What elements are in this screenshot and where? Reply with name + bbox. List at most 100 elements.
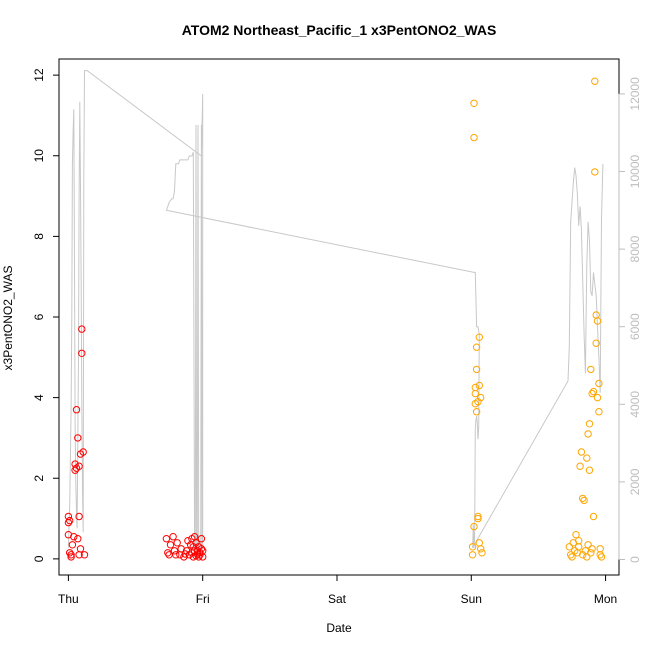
x-tick-label: Thu: [58, 592, 79, 606]
data-point: [572, 531, 580, 539]
y2-tick-label: 4000: [628, 391, 642, 418]
y2-tick-label: 0: [628, 556, 642, 563]
data-point: [593, 317, 602, 325]
data-point: [589, 512, 598, 521]
data-point: [475, 539, 483, 547]
chart-title: ATOM2 Northeast_Pacific_1 x3PentONO2_WAS: [182, 22, 497, 38]
data-point: [173, 539, 181, 547]
data-point: [593, 393, 602, 402]
data-point: [477, 393, 485, 402]
data-point: [195, 553, 203, 561]
x-axis-label: Date: [326, 621, 352, 635]
data-point: [164, 549, 172, 557]
data-point: [475, 333, 483, 341]
data-point: [472, 343, 481, 351]
data-point: [583, 454, 591, 462]
y2-tick-label: 8000: [628, 235, 642, 262]
data-point: [67, 551, 75, 559]
data-point: [585, 466, 594, 474]
data-point: [78, 325, 86, 333]
data-point: [470, 133, 478, 142]
data-point: [592, 339, 600, 347]
data-point: [592, 311, 600, 319]
data-point: [172, 551, 180, 559]
data-point: [595, 408, 603, 416]
x-tick-label: Sun: [461, 592, 482, 606]
plot-frame: [58, 58, 620, 576]
y-tick-label: 6: [32, 313, 46, 320]
data-point: [66, 549, 74, 557]
data-point: [71, 460, 79, 468]
data-point: [595, 379, 603, 388]
data-point: [170, 547, 179, 555]
data-point: [166, 541, 175, 549]
data-point: [471, 383, 479, 392]
y-axis-label: x3PentONO2_WAS: [1, 266, 15, 371]
data-point: [67, 553, 75, 561]
data-point: [70, 533, 78, 541]
data-point: [584, 430, 592, 438]
data-point: [76, 545, 85, 553]
data-point: [583, 553, 591, 561]
data-point: [588, 389, 596, 398]
data-point: [72, 406, 81, 414]
y-tick-label: 0: [32, 555, 46, 562]
data-point: [472, 408, 481, 416]
data-point: [162, 535, 171, 543]
data-point: [584, 541, 592, 549]
data-point: [576, 462, 584, 470]
data-point: [472, 365, 481, 374]
x-tick-label: Sat: [328, 592, 347, 606]
data-point: [585, 420, 594, 428]
axes-layer: Thu Fri Sat Sun Mon 0 2 4 6 8 10 12 0 2000 4000 6000 800…: [32, 68, 642, 606]
data-point: [68, 541, 77, 549]
data-point: [80, 551, 89, 559]
data-point: [66, 516, 74, 525]
data-point: [597, 553, 606, 561]
x-tick-label: Fri: [196, 592, 210, 606]
data-point: [588, 545, 596, 553]
data-point: [580, 496, 588, 505]
data-point: [468, 543, 477, 551]
data-point: [474, 514, 482, 523]
data-point: [79, 448, 87, 456]
data-point: [197, 545, 206, 553]
data-point: [78, 349, 86, 357]
data-point: [74, 434, 82, 442]
data-point: [197, 535, 206, 543]
data-point: [75, 512, 83, 521]
y-tick-label: 12: [32, 68, 46, 82]
data-point: [478, 549, 486, 557]
data-point: [199, 547, 207, 555]
data-point: [591, 77, 599, 85]
data-point: [567, 551, 575, 559]
data-point: [477, 545, 485, 553]
data-point: [64, 512, 73, 521]
data-point: [74, 535, 82, 543]
data-point: [565, 543, 573, 551]
y-tick-label: 8: [32, 233, 46, 240]
altitude-line-layer: [67, 70, 604, 552]
data-point: [474, 512, 482, 521]
data-point: [470, 99, 478, 108]
data-point: [587, 549, 595, 557]
data-point: [575, 543, 583, 551]
y-tick-label: 4: [32, 394, 46, 401]
data-point: [589, 387, 598, 396]
y-tick-label: 2: [32, 475, 46, 482]
data-point: [577, 448, 586, 456]
data-point: [169, 533, 177, 541]
data-point: [587, 365, 595, 374]
data-point: [75, 462, 83, 470]
altitude-line: [67, 70, 604, 552]
y2-tick-label: 2000: [628, 468, 642, 495]
data-point: [591, 168, 599, 176]
data-point: [579, 494, 587, 503]
data-points-layer: [64, 77, 606, 561]
data-point: [568, 553, 576, 561]
y-tick-label: 10: [32, 149, 46, 163]
y2-tick-label: 10000: [628, 155, 642, 189]
x-tick-label: Mon: [594, 592, 617, 606]
y2-tick-label: 12000: [628, 77, 642, 111]
